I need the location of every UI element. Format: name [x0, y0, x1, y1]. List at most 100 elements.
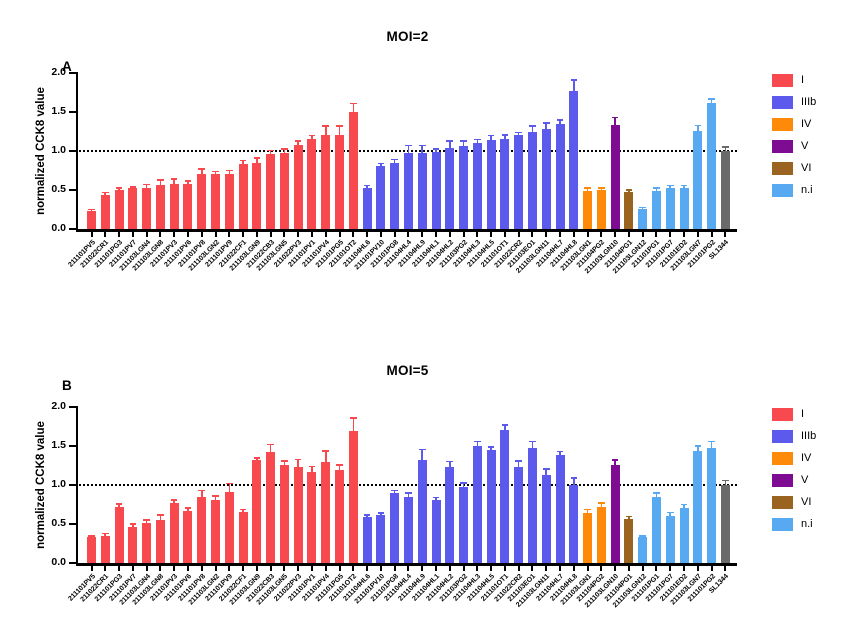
bar-211022CB3	[266, 154, 276, 229]
y-axis-line	[75, 72, 78, 231]
y-tick-label: 2.0	[51, 400, 66, 412]
x-tick	[352, 565, 355, 571]
x-tick	[338, 565, 341, 571]
legend-swatch-V	[772, 140, 793, 153]
x-tick	[614, 565, 617, 571]
bar-211101OT1	[500, 429, 510, 563]
error-bar	[517, 461, 520, 470]
panel-a-legend: I IIIb IV V VI n.i	[772, 74, 816, 206]
bar-211101PV5	[87, 537, 96, 563]
error-bar	[311, 136, 313, 141]
error-bar-cap	[529, 440, 536, 443]
error-bar-cap	[377, 512, 385, 514]
error-bar-cap	[487, 446, 495, 448]
error-bar-cap	[239, 159, 247, 162]
bar-211104HL1	[431, 499, 441, 563]
x-tick	[131, 231, 134, 237]
x-tick	[627, 565, 630, 571]
error-bar	[283, 461, 286, 467]
error-bar-cap	[143, 519, 150, 521]
error-bar	[448, 141, 451, 150]
legend-swatch-n.i	[772, 184, 793, 197]
x-tick	[393, 231, 396, 237]
error-bar-cap	[474, 440, 481, 443]
bar-211101OT2	[348, 112, 358, 229]
error-bar	[132, 524, 134, 530]
error-bar-cap	[170, 499, 178, 501]
x-tick	[586, 231, 589, 237]
legend-item-IIIb: IIIb	[772, 96, 816, 109]
x-tick	[435, 565, 437, 571]
legend-item-I: I	[772, 408, 816, 421]
error-bar	[697, 126, 699, 133]
error-bar-cap	[391, 489, 398, 492]
error-bar	[710, 442, 713, 451]
x-tick	[421, 231, 424, 237]
legend-item-VI: VI	[772, 162, 816, 175]
x-tick	[572, 565, 575, 571]
legend-item-IV: IV	[772, 452, 816, 465]
bar-211101PG7	[665, 188, 675, 229]
bar-211103LGN12	[638, 537, 648, 563]
error-bar	[628, 516, 630, 522]
bar-211101PG8	[390, 492, 400, 563]
error-bar	[655, 188, 658, 193]
y-tick	[69, 523, 76, 526]
error-bar	[228, 171, 231, 176]
error-bar-cap	[239, 508, 247, 511]
x-tick	[641, 231, 644, 237]
bar-211103LGN11	[541, 129, 551, 229]
error-bar-cap	[322, 125, 330, 127]
bar-211103LGN1	[583, 513, 593, 563]
panel-a: A MOI=2 normalized CCK8 value 0.0 0.5 1.0 1…	[35, 29, 816, 275]
x-tick	[324, 231, 327, 237]
bar-211103LGN12	[638, 208, 648, 229]
x-tick	[200, 565, 203, 571]
error-bar-cap	[432, 148, 440, 150]
legend-label: IIIb	[801, 430, 817, 442]
x-tick	[476, 565, 479, 571]
error-bar-cap	[570, 79, 578, 81]
error-bar	[724, 481, 727, 487]
bar-211104HL3	[472, 446, 482, 563]
y-tick	[69, 111, 76, 114]
bar-211101PG1	[651, 190, 661, 229]
x-tick	[186, 565, 189, 571]
x-tick	[118, 231, 121, 237]
error-bar	[393, 160, 396, 165]
legend-item-IIIb: IIIb	[772, 430, 816, 443]
x-tick	[696, 231, 699, 237]
error-bar-cap	[611, 116, 619, 119]
x-tick	[448, 565, 451, 571]
x-tick	[159, 231, 162, 237]
bar-211022PV3	[293, 467, 303, 563]
error-bar-cap	[598, 187, 605, 189]
legend-item-n.i: n.i	[772, 184, 816, 197]
bar-211101PV1	[307, 138, 317, 229]
error-bar-cap	[157, 179, 164, 181]
x-tick	[655, 231, 658, 237]
panel-b: B MOI=5 normalized CCK8 value 0.0 0.5 1.0 1…	[0, 334, 853, 631]
x-tick	[366, 231, 369, 237]
x-tick	[710, 231, 713, 237]
bar-211101PV9	[224, 173, 234, 229]
error-bar	[297, 460, 299, 470]
bar-211101PG3	[114, 506, 124, 563]
error-bar-cap	[281, 460, 288, 462]
bar-211103PG2	[459, 145, 469, 229]
bar-211101PG2	[707, 103, 717, 229]
error-bar-cap	[542, 122, 550, 124]
y-tick	[69, 189, 76, 192]
bar-211104HL7	[555, 455, 565, 563]
bar-211104PG2	[596, 190, 606, 229]
legend-item-V: V	[772, 140, 816, 153]
legend-label: V	[801, 474, 809, 486]
error-bar-cap	[322, 450, 330, 452]
x-tick	[586, 565, 589, 571]
bar-SL1344	[720, 485, 730, 563]
legend-item-n.i: n.i	[772, 518, 816, 531]
bar-211101OT1	[500, 138, 510, 229]
bar-211104HL5	[486, 449, 496, 563]
legend-item-IV: IV	[772, 118, 816, 131]
error-bar	[338, 465, 341, 473]
